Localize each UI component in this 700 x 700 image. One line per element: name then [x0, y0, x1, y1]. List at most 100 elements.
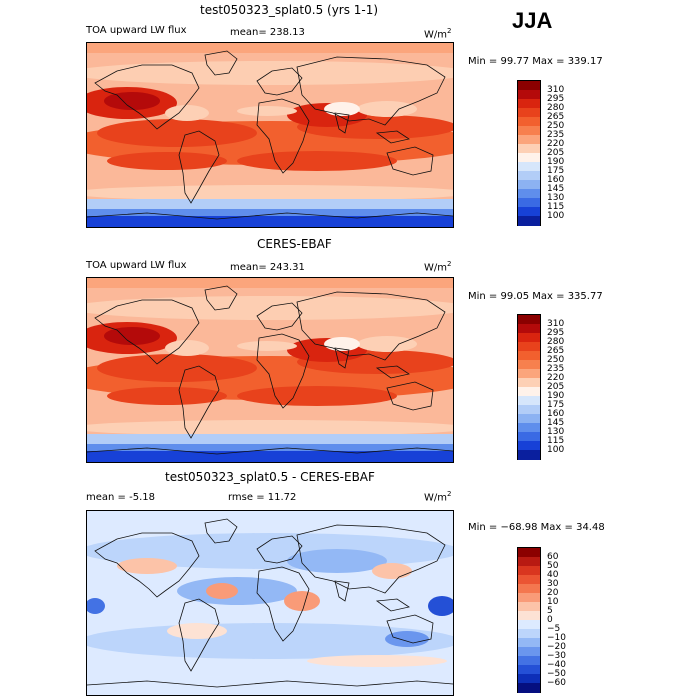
- panel-2-map: [86, 277, 454, 463]
- colorbar-swatch: [518, 450, 540, 460]
- colorbar-swatch: [518, 315, 540, 325]
- panel-1-variable-label: TOA upward LW flux: [86, 25, 187, 36]
- colorbar-tick-label: 40: [547, 569, 559, 580]
- colorbar-swatch: [518, 126, 540, 136]
- colorbar-swatch: [518, 441, 540, 451]
- colorbar-tick-label: 235: [547, 363, 565, 374]
- colorbar-swatch: [518, 369, 540, 379]
- colorbar-tick-label: 130: [547, 192, 565, 203]
- colorbar-swatch: [518, 584, 540, 594]
- coastline: [87, 212, 453, 220]
- colorbar-tick-label: 160: [547, 408, 565, 419]
- panel-2-mean-label: mean= 243.31: [230, 262, 305, 273]
- colorbar-swatch: [518, 378, 540, 388]
- coastline: [375, 598, 411, 612]
- colorbar-tick-label: 0: [547, 614, 553, 625]
- colorbar-swatch: [518, 81, 540, 91]
- colorbar-tick-label: −40: [547, 659, 566, 670]
- colorbar-swatch: [518, 548, 540, 558]
- colorbar-tick-label: 250: [547, 354, 565, 365]
- colorbar-swatch: [518, 117, 540, 127]
- coastline: [256, 67, 303, 96]
- colorbar-tick-label: 30: [547, 578, 559, 589]
- panel-1-title: test050323_splat0.5 (yrs 1-1): [200, 3, 379, 17]
- panel-3-map-svg: [87, 511, 453, 695]
- panel-3-title: test050323_splat0.5 - CERES-EBAF: [165, 470, 375, 484]
- colorbar-swatch: [518, 153, 540, 163]
- colorbar-swatch: [518, 647, 540, 657]
- colorbar-swatch: [518, 171, 540, 181]
- colorbar-swatch: [518, 557, 540, 567]
- colorbar-swatch: [518, 674, 540, 684]
- season-label: JJA: [512, 8, 553, 33]
- colorbar-swatch: [518, 162, 540, 172]
- colorbar-swatch: [518, 360, 540, 370]
- coastline: [87, 680, 453, 688]
- colorbar-swatch: [518, 108, 540, 118]
- colorbar-swatch: [518, 629, 540, 639]
- colorbar-tick-label: −30: [547, 650, 566, 661]
- coastline: [256, 98, 310, 174]
- colorbar-swatch: [518, 414, 540, 424]
- colorbar-tick-label: 115: [547, 435, 565, 446]
- colorbar-tick-label: −20: [547, 641, 566, 652]
- panel-3-colorbar: 60 50 40 30 20 10 5 0 −5 −10 −20 −30 −40 −50 −60: [517, 547, 566, 693]
- coastline: [94, 64, 200, 130]
- colorbar-swatch: [518, 333, 540, 343]
- colorbar-tick-label: 265: [547, 345, 565, 356]
- colorbar-tick-label: −50: [547, 668, 566, 679]
- coastline: [386, 614, 434, 644]
- colorbar-swatch: [518, 423, 540, 433]
- colorbar-swatch: [518, 611, 540, 621]
- panel-1-map-svg: [87, 43, 453, 227]
- panel-1-mean-label: mean= 238.13: [230, 27, 305, 38]
- coastline: [386, 381, 434, 411]
- panel-3-min-max: Min = −68.98 Max = 34.48: [468, 522, 605, 533]
- colorbar-swatch: [518, 324, 540, 334]
- colorbar-swatch: [518, 566, 540, 576]
- colorbar-tick-label: 280: [547, 102, 565, 113]
- colorbar-tick-label: 130: [547, 426, 565, 437]
- coastline: [256, 566, 310, 642]
- panel-3-mean-label: mean = -5.18: [86, 492, 155, 503]
- coastline: [204, 518, 238, 544]
- colorbar-swatch: [518, 135, 540, 145]
- colorbar-swatch: [518, 216, 540, 226]
- coastline: [256, 535, 303, 564]
- colorbar-swatch: [518, 396, 540, 406]
- colorbar-tick-label: −60: [547, 677, 566, 688]
- panel-2-title: CERES-EBAF: [257, 237, 332, 251]
- colorbar-tick-label: 20: [547, 587, 559, 598]
- coastline: [375, 365, 411, 379]
- colorbar-tick-label: 250: [547, 120, 565, 131]
- colorbar-tick-label: 310: [547, 84, 565, 95]
- panel-2-colorbar: 310 295 280 265 250 235 220 205 190 175 160 145 130 1…: [517, 314, 564, 460]
- colorbar-tick-label: 190: [547, 390, 565, 401]
- colorbar-swatch: [518, 432, 540, 442]
- coastline: [386, 146, 434, 176]
- panel-3-rmse-label: rmse = 11.72: [228, 492, 297, 503]
- colorbar-tick-label: 205: [547, 381, 565, 392]
- coastline: [204, 50, 238, 76]
- colorbar-tick-label: 175: [547, 165, 565, 176]
- colorbar-tick-label: 295: [547, 93, 565, 104]
- colorbar-swatch: [518, 342, 540, 352]
- colorbar-swatch: [518, 144, 540, 154]
- colorbar-tick-label: 100: [547, 210, 565, 221]
- coastline: [178, 598, 220, 672]
- panel-2-min-max: Min = 99.05 Max = 335.77: [468, 291, 603, 302]
- colorbar-swatch: [518, 665, 540, 675]
- panel-2-variable-label: TOA upward LW flux: [86, 260, 187, 271]
- colorbar-tick-label: 175: [547, 399, 565, 410]
- coastline: [334, 347, 350, 369]
- coastline: [296, 56, 446, 126]
- colorbar-swatch: [518, 351, 540, 361]
- colorbar-tick-label: 115: [547, 201, 565, 212]
- panel-1-min-max: Min = 99.77 Max = 339.17: [468, 56, 603, 67]
- colorbar-tick-label: 100: [547, 444, 565, 455]
- colorbar-swatch: [518, 638, 540, 648]
- coastline: [87, 447, 453, 455]
- colorbar-tick-label: −10: [547, 632, 566, 643]
- coastline: [375, 130, 411, 144]
- panel-1-units: W/m2: [424, 27, 452, 41]
